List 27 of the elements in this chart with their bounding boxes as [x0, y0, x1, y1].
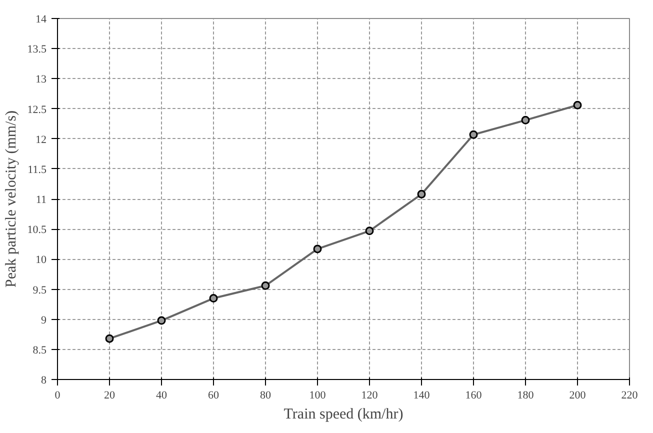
x-tick-label: 40: [156, 390, 168, 402]
y-tick-label: 12: [36, 134, 46, 146]
y-tick-label: 14: [36, 14, 47, 26]
y-tick-label: 9: [41, 314, 47, 326]
x-tick-label: 60: [208, 390, 220, 402]
y-tick-label: 11: [36, 194, 46, 206]
y-tick-label: 12.5: [27, 104, 47, 116]
x-tick-label: 160: [465, 390, 482, 402]
x-axis-title: Train speed (km/hr): [284, 406, 404, 422]
y-tick-label: 13.5: [27, 44, 47, 56]
x-tick-label: 80: [260, 390, 272, 402]
y-tick-label: 10.5: [27, 224, 47, 236]
y-tick-label: 13: [36, 74, 47, 86]
x-tick-label: 100: [309, 390, 326, 402]
y-tick-label: 9.5: [32, 284, 47, 296]
y-tick-label: 10: [36, 254, 47, 266]
x-tick-label: 120: [361, 390, 378, 402]
x-tick-label: 220: [621, 390, 638, 402]
y-tick-label: 11.5: [28, 164, 47, 176]
y-tick-label: 8.5: [32, 344, 47, 356]
y-axis-title: Peak particle velocity (mm/s): [3, 110, 20, 288]
x-tick-label: 200: [569, 390, 586, 402]
x-tick-label: 180: [517, 390, 534, 402]
x-tick-label: 0: [54, 390, 61, 402]
x-tick-label: 140: [413, 390, 430, 402]
x-tick-label: 20: [104, 390, 116, 402]
y-tick-label: 8: [41, 374, 47, 386]
